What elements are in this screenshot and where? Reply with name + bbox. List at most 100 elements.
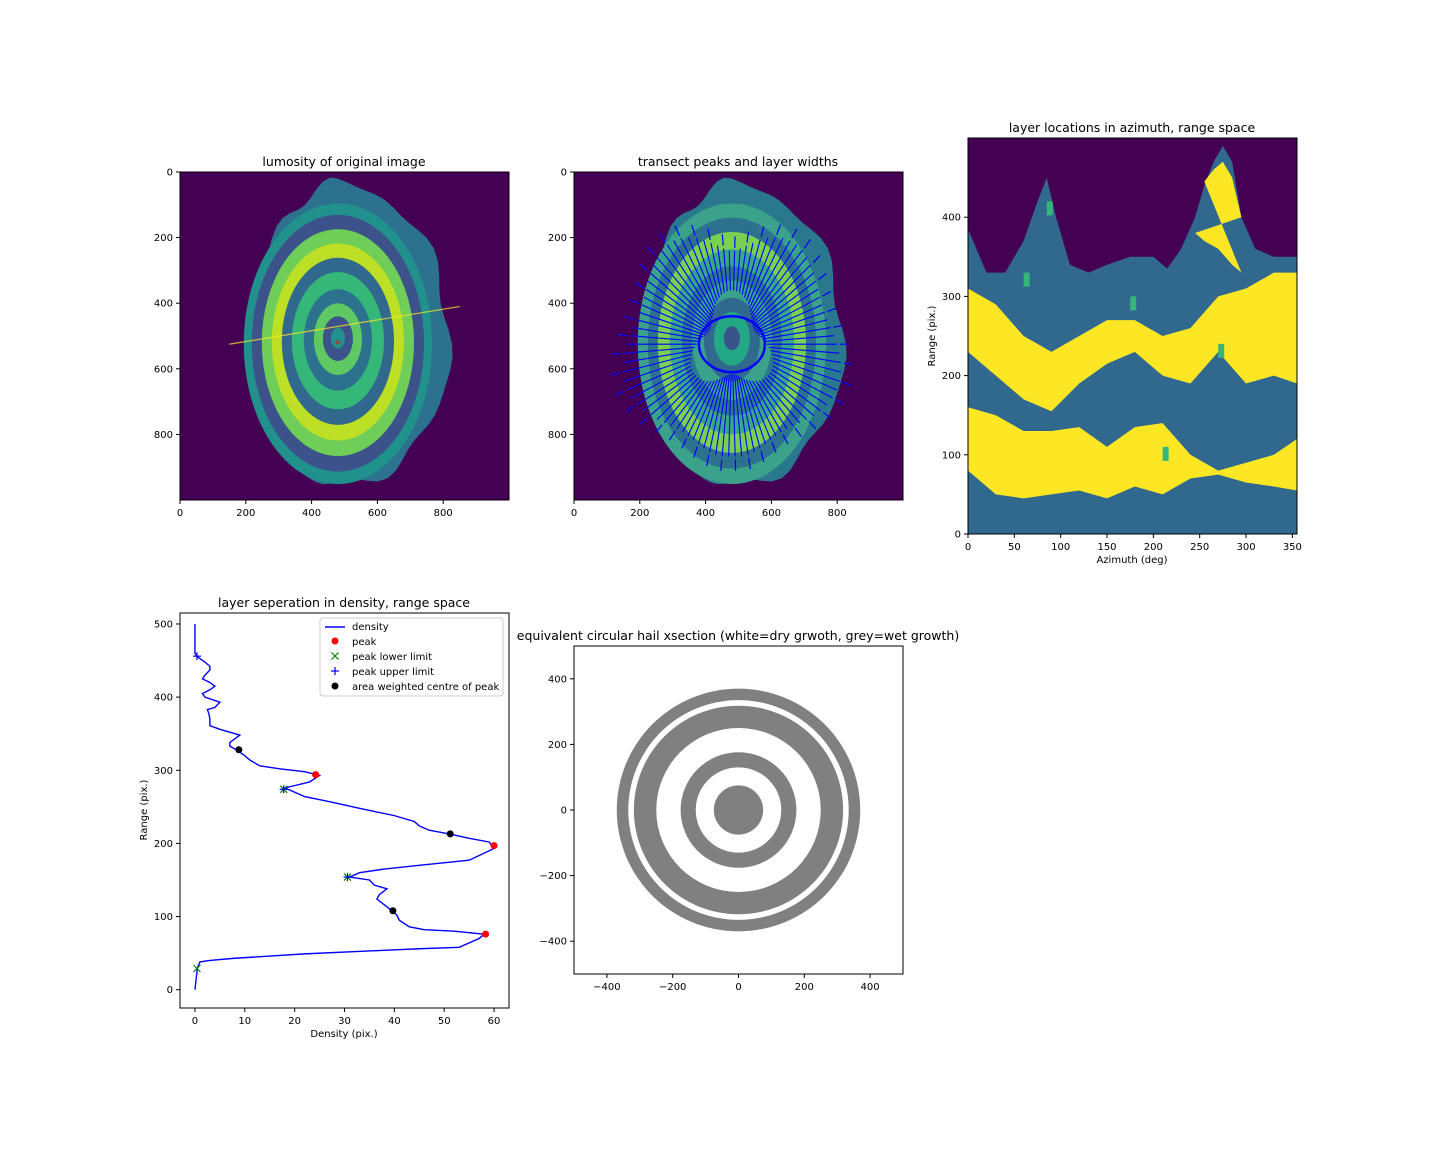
x-tick-label: 200 xyxy=(795,982,814,993)
x-tick-label: 30 xyxy=(338,1016,351,1027)
density-line xyxy=(194,623,496,990)
transect-arrow xyxy=(740,377,761,449)
axis-ticks: 0 10 20 30 40 50 60 0 100 200 300 400 500 xyxy=(154,619,501,1027)
transect-arrow xyxy=(633,327,702,340)
transect-arrow xyxy=(749,240,791,312)
transect-arrow xyxy=(758,380,794,427)
transect-arrow xyxy=(751,256,808,322)
chart-title: layer locations in azimuth, range space xyxy=(1009,120,1256,135)
x-tick-label: 10 xyxy=(238,1016,251,1027)
y-tick-label: 0 xyxy=(167,985,173,996)
transect-arrow xyxy=(617,334,628,337)
x-tick-label: 200 xyxy=(630,508,649,519)
transect-arrow xyxy=(622,353,693,373)
y-tick-label: 400 xyxy=(548,674,567,685)
transect-arrow xyxy=(745,379,772,440)
transect-arrow xyxy=(706,454,710,467)
transect-arrow xyxy=(735,375,749,455)
transect-arrow xyxy=(842,381,852,386)
transect-arrow xyxy=(642,372,695,412)
region-dry xyxy=(1195,161,1242,273)
panel-layer-locations: layer locations in azimuth, range space … xyxy=(927,120,1302,566)
x-tick-label: 600 xyxy=(762,508,781,519)
x-tick-label: 100 xyxy=(1051,542,1070,553)
x-tick-label: −200 xyxy=(659,982,686,993)
chart-title: layer seperation in density, range space xyxy=(218,595,470,610)
transect-arrow xyxy=(666,244,714,316)
transect-arrow xyxy=(680,238,715,309)
transect-arrow xyxy=(693,446,698,458)
y-tick-label: 0 xyxy=(955,530,961,541)
y-tick-label: 300 xyxy=(154,766,173,777)
transect-arrow xyxy=(758,311,825,336)
transect-arrow xyxy=(674,225,681,236)
peak-point xyxy=(490,842,498,850)
transect-arrow xyxy=(760,319,828,338)
transect-arrow xyxy=(645,288,711,331)
y-axis-label: Range (pix.) xyxy=(139,779,150,840)
legend-entry: peak xyxy=(352,637,377,648)
transect-arrow xyxy=(771,353,842,373)
transect-arrow xyxy=(760,226,765,238)
transect-arrow xyxy=(772,357,840,382)
transect-arrow xyxy=(767,375,815,416)
panel-hail-xsection: equivalent circular hail xsection (white… xyxy=(517,628,959,993)
transect-arrow xyxy=(750,244,798,316)
panel-density: layer seperation in density, range space… xyxy=(139,595,510,1040)
transect-arrow xyxy=(808,420,817,430)
y-tick-label: 400 xyxy=(942,213,961,224)
transect-arrow xyxy=(752,272,815,327)
legend-box xyxy=(319,617,504,697)
transect-arrow xyxy=(641,304,708,334)
transect-arrow xyxy=(647,246,656,256)
transect-arrow xyxy=(833,324,843,328)
x-tick-label: 0 xyxy=(735,982,741,993)
region-mixed xyxy=(1046,201,1053,216)
transect-arrow xyxy=(624,316,634,320)
transect-arrow xyxy=(732,250,736,291)
transect-arrow xyxy=(715,375,728,455)
transect-arrow xyxy=(656,377,699,420)
y-tick-label: 100 xyxy=(942,450,961,461)
transect-arrow xyxy=(722,248,728,292)
transect-arrow xyxy=(741,242,754,295)
transect-arrow xyxy=(629,335,700,342)
legend-entry: area weighted centre of peak xyxy=(352,682,499,693)
y-tick-label: 600 xyxy=(548,364,567,375)
x-tick-label: 300 xyxy=(1236,542,1255,553)
transect-arrow xyxy=(682,380,712,433)
x-tick-label: 20 xyxy=(288,1016,301,1027)
transect-arrow xyxy=(659,233,666,243)
transect-arrow xyxy=(649,272,712,327)
centre-point xyxy=(235,746,243,754)
legend-entry: density xyxy=(352,622,389,633)
panel-luminosity: lumosity of original image * 0 200 400 600 8… xyxy=(154,154,510,519)
y-axis-label: Range (pix.) xyxy=(927,305,938,366)
region-mixed xyxy=(1162,446,1169,461)
transect-arrow xyxy=(697,378,721,445)
transect-arrow xyxy=(755,380,788,430)
transect-arrow xyxy=(652,264,713,325)
x-axis-label: Azimuth (deg) xyxy=(1096,555,1167,566)
transect-arrow xyxy=(736,248,741,292)
transect-arrow xyxy=(634,282,644,289)
axes-frame xyxy=(179,171,510,501)
legend-entry: peak upper limit xyxy=(352,667,434,678)
density-plot xyxy=(192,623,498,990)
transect-arrow xyxy=(721,234,724,246)
y-tick-label: 400 xyxy=(154,693,173,704)
transect-arrow xyxy=(691,224,696,236)
transect-arrow xyxy=(721,374,730,457)
transect-arrow xyxy=(760,450,765,463)
chart-title: transect peaks and layer widths xyxy=(638,154,838,169)
transect-arrow xyxy=(822,290,832,297)
transect-arrow xyxy=(687,380,715,436)
transect-arrow xyxy=(673,240,714,312)
transect-arrow xyxy=(770,350,841,364)
region-mixed xyxy=(1130,296,1137,311)
transect-arrow xyxy=(636,369,693,406)
y-tick-label: 0 xyxy=(561,806,567,817)
y-tick-label: 400 xyxy=(548,299,567,310)
y-tick-label: 0 xyxy=(561,168,567,179)
y-tick-label: 300 xyxy=(942,292,961,303)
